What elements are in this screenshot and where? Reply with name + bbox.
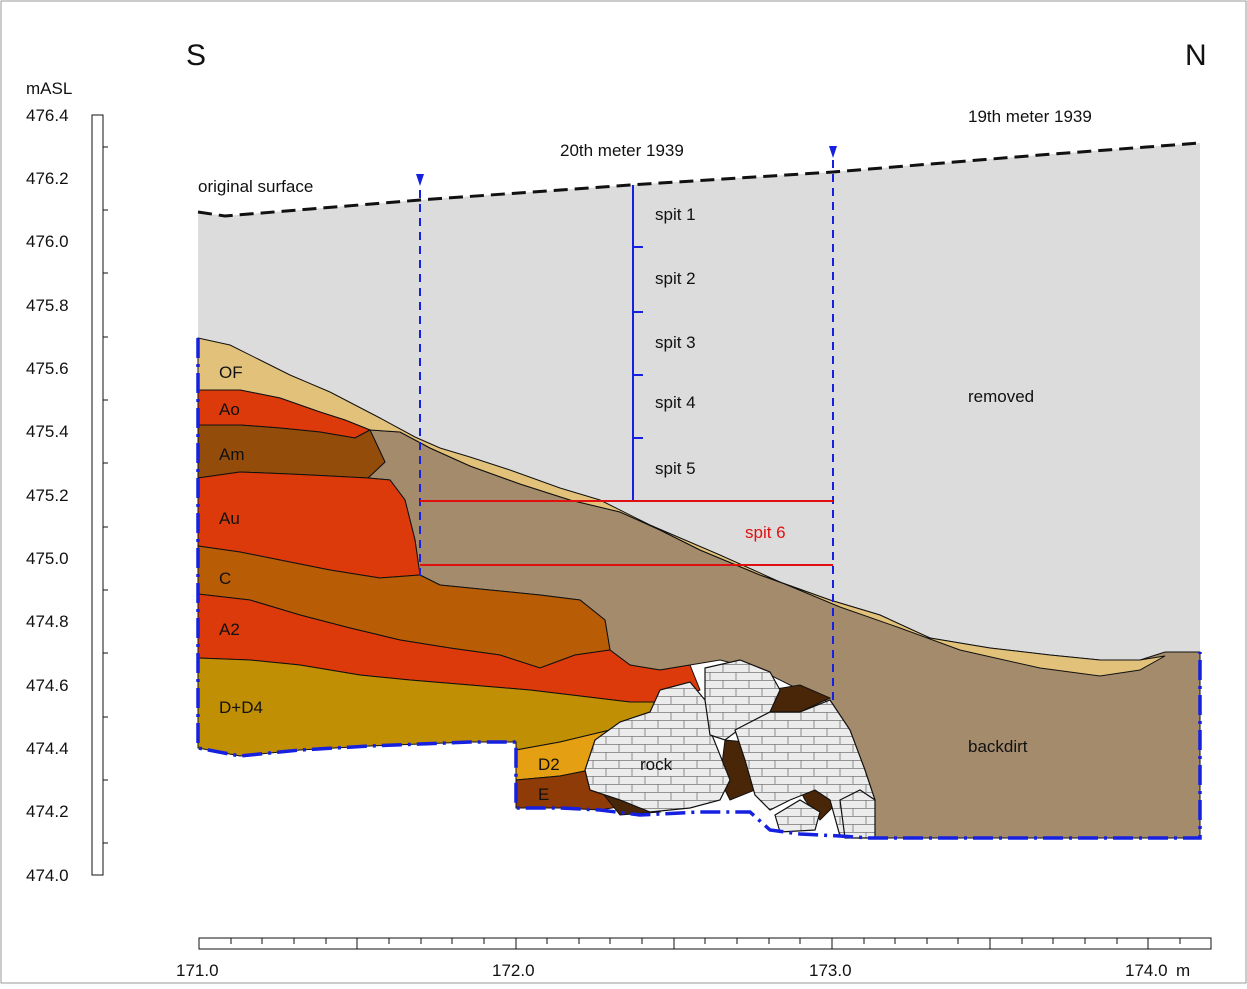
y-scale-minor-ticks [103,146,108,844]
meter-20-label: 20th meter 1939 [560,141,684,160]
spit-label: spit 1 [655,205,696,224]
x-tick-labels: 171.0 172.0 173.0 174.0 m [176,961,1190,980]
excavation-boundary [196,338,1202,840]
rock-label: rock [640,755,673,774]
x-tick-label: 172.0 [492,961,535,980]
y-tick-label: 475.6 [26,359,69,378]
removed-label: removed [968,387,1034,406]
x-scale-ticks [230,938,1181,949]
spit-label: spit 3 [655,333,696,352]
x-axis-unit: m [1176,961,1190,980]
y-tick-label: 474.8 [26,612,69,631]
y-tick-label: 476.0 [26,232,69,251]
north-label: N [1185,39,1207,72]
dark-infill [598,684,841,821]
original-surface-label: original surface [198,177,313,196]
y-tick-label: 476.2 [26,169,69,188]
layer-label: E [538,785,549,804]
spit-label: spit 4 [655,393,696,412]
layer-of [197,337,1166,677]
removed-area [198,143,1200,676]
layer-label: D2 [538,755,560,774]
y-tick-label: 475.0 [26,549,69,568]
x-tick-label: 174.0 [1125,961,1168,980]
y-tick-label: 475.4 [26,422,69,441]
south-label: S [186,39,206,72]
y-axis-unit: mASL [26,79,72,98]
layer-label: A2 [219,620,240,639]
y-tick-label: 475.8 [26,296,69,315]
rock-4 [774,799,821,833]
spit-6-label: spit 6 [745,523,786,542]
layer-label: C [219,569,231,588]
rock-5 [839,789,876,839]
spit-label: spit 2 [655,269,696,288]
layer-label: Am [219,445,245,464]
marker-triangle-left [416,174,424,186]
x-tick-label: 171.0 [176,961,219,980]
spit-label: spit 5 [655,459,696,478]
layer-label: D+D4 [219,698,263,717]
y-tick-label: 474.6 [26,676,69,695]
y-tick-label: 476.4 [26,106,69,125]
layer-label: OF [219,363,243,382]
y-tick-label: 475.2 [26,486,69,505]
y-scale-bar [91,114,104,876]
backdirt-label: backdirt [968,737,1028,756]
x-tick-label: 173.0 [809,961,852,980]
y-tick-label: 474.0 [26,866,69,885]
meter-19-label: 19th meter 1939 [968,107,1092,126]
original-surface-line [197,141,1201,218]
y-tick-label: 474.4 [26,739,69,758]
layer-label: Ao [219,400,240,419]
y-tick-labels: 476.4 476.2 476.0 475.8 475.6 475.4 475.… [26,106,69,885]
layer-label: Au [219,509,240,528]
marker-triangle-right [829,146,837,158]
y-tick-label: 474.2 [26,802,69,821]
